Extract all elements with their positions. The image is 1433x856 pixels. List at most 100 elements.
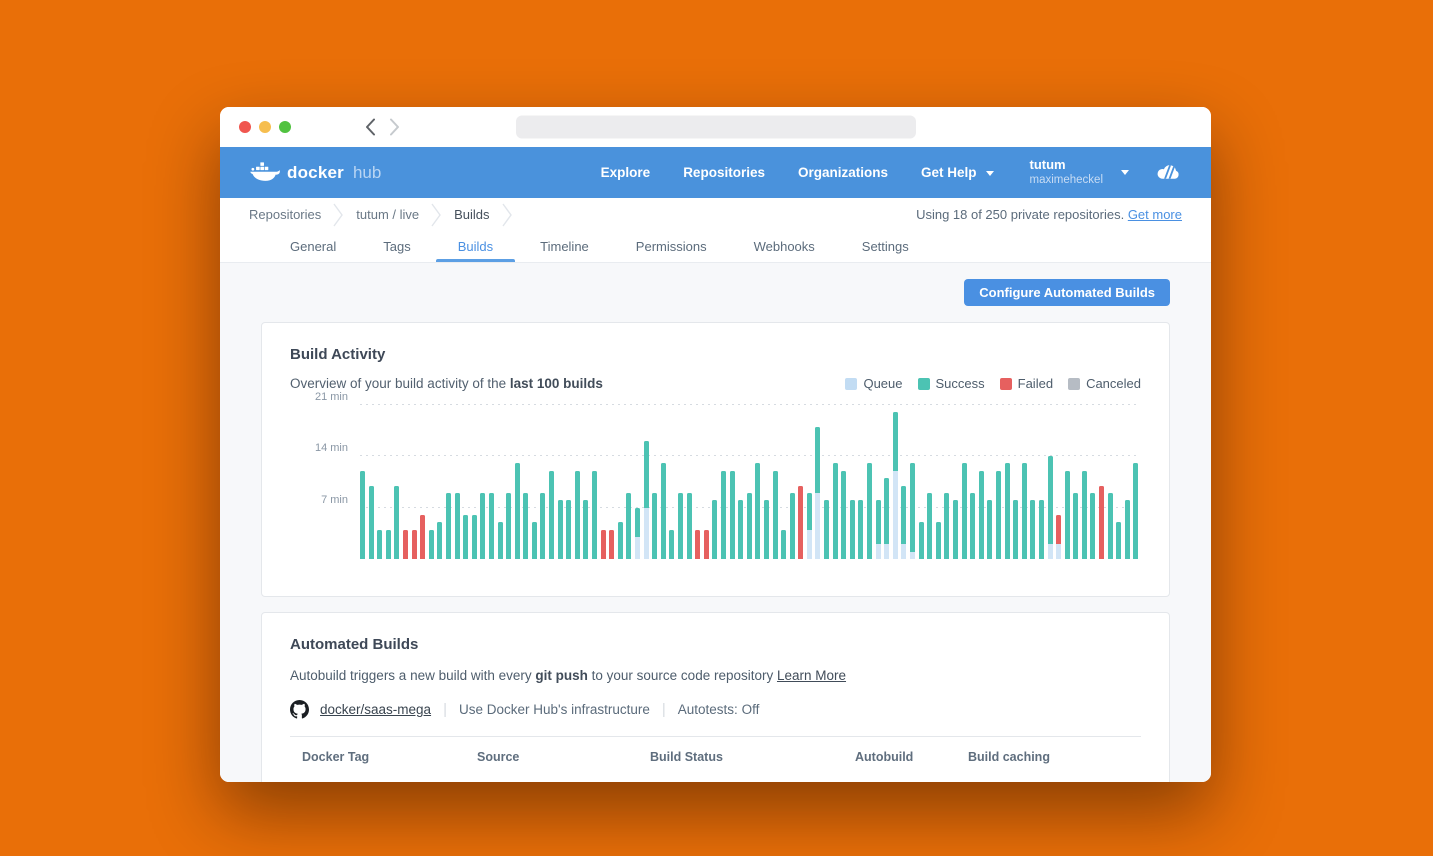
build-bar[interactable] bbox=[961, 463, 967, 559]
build-bar[interactable] bbox=[703, 529, 709, 559]
forward-icon[interactable] bbox=[389, 118, 400, 136]
tab-permissions[interactable]: Permissions bbox=[635, 239, 707, 254]
build-bar[interactable] bbox=[944, 492, 950, 559]
get-help-menu[interactable]: Get Help bbox=[921, 165, 994, 180]
build-bar[interactable] bbox=[1081, 470, 1087, 559]
build-bar[interactable] bbox=[815, 426, 821, 559]
build-bar[interactable] bbox=[789, 492, 795, 559]
build-bar[interactable] bbox=[970, 492, 976, 559]
get-more-link[interactable]: Get more bbox=[1127, 207, 1182, 222]
build-bar[interactable] bbox=[506, 492, 512, 559]
build-bar[interactable] bbox=[480, 492, 486, 559]
build-bar[interactable] bbox=[901, 485, 907, 559]
build-bar[interactable] bbox=[798, 485, 804, 559]
build-bar[interactable] bbox=[1021, 463, 1027, 559]
build-bar[interactable] bbox=[832, 463, 838, 559]
build-bar[interactable] bbox=[617, 522, 623, 559]
build-bar[interactable] bbox=[978, 470, 984, 559]
build-bar[interactable] bbox=[952, 500, 958, 559]
build-bar[interactable] bbox=[652, 492, 658, 559]
navbar-link[interactable]: Explore bbox=[600, 165, 651, 180]
build-bar[interactable] bbox=[377, 529, 383, 559]
build-bar[interactable] bbox=[867, 463, 873, 559]
build-bar[interactable] bbox=[1124, 500, 1130, 559]
build-bar[interactable] bbox=[1004, 463, 1010, 559]
build-bar[interactable] bbox=[471, 514, 477, 559]
back-icon[interactable] bbox=[365, 118, 376, 136]
build-bar[interactable] bbox=[858, 500, 864, 559]
build-bar[interactable] bbox=[514, 463, 520, 559]
build-bar[interactable] bbox=[1030, 500, 1036, 559]
build-bar[interactable] bbox=[566, 500, 572, 559]
breadcrumb-item[interactable]: tutum / live bbox=[356, 207, 420, 222]
build-bar[interactable] bbox=[1133, 463, 1139, 559]
minimize-window-button[interactable] bbox=[259, 121, 271, 133]
build-bar[interactable] bbox=[824, 500, 830, 559]
build-bar[interactable] bbox=[402, 529, 408, 559]
build-bar[interactable] bbox=[755, 463, 761, 559]
build-bar[interactable] bbox=[463, 514, 469, 559]
build-bar[interactable] bbox=[660, 463, 666, 559]
tab-settings[interactable]: Settings bbox=[861, 239, 909, 254]
build-bar[interactable] bbox=[987, 500, 993, 559]
build-bar[interactable] bbox=[1038, 500, 1044, 559]
build-bar[interactable] bbox=[394, 485, 400, 559]
build-bar[interactable] bbox=[600, 529, 606, 559]
build-bar[interactable] bbox=[360, 470, 365, 559]
build-bar[interactable] bbox=[420, 514, 426, 559]
build-bar[interactable] bbox=[695, 529, 701, 559]
build-bar[interactable] bbox=[1013, 500, 1019, 559]
build-bar[interactable] bbox=[720, 470, 726, 559]
build-bar[interactable] bbox=[549, 470, 555, 559]
build-bar[interactable] bbox=[1073, 492, 1079, 559]
learn-more-link[interactable]: Learn More bbox=[776, 668, 847, 683]
build-bar[interactable] bbox=[1116, 522, 1122, 559]
avatar[interactable] bbox=[1155, 159, 1182, 186]
build-bar[interactable] bbox=[1099, 485, 1105, 559]
navbar-link[interactable]: Organizations bbox=[797, 165, 888, 180]
account-menu[interactable]: tutum maximeheckel bbox=[1030, 157, 1129, 188]
tab-tags[interactable]: Tags bbox=[383, 239, 411, 254]
build-bar[interactable] bbox=[592, 470, 598, 559]
close-window-button[interactable] bbox=[239, 121, 251, 133]
build-bar[interactable] bbox=[574, 470, 580, 559]
configure-automated-builds-button[interactable]: Configure Automated Builds bbox=[964, 279, 1170, 306]
build-bar[interactable] bbox=[892, 412, 898, 559]
build-bar[interactable] bbox=[875, 500, 881, 559]
build-bar[interactable] bbox=[488, 492, 494, 559]
tab-general[interactable]: General bbox=[290, 239, 337, 254]
build-bar[interactable] bbox=[1090, 492, 1096, 559]
build-bar[interactable] bbox=[677, 492, 683, 559]
build-bar[interactable] bbox=[454, 492, 460, 559]
build-bar[interactable] bbox=[927, 492, 933, 559]
build-bar[interactable] bbox=[635, 507, 640, 559]
build-bar[interactable] bbox=[445, 492, 451, 559]
build-bar[interactable] bbox=[643, 441, 649, 559]
tab-webhooks[interactable]: Webhooks bbox=[753, 239, 815, 254]
build-bar[interactable] bbox=[437, 522, 443, 559]
build-bar[interactable] bbox=[626, 492, 632, 559]
build-bar[interactable] bbox=[609, 529, 615, 559]
build-bar[interactable] bbox=[772, 470, 778, 559]
build-bar[interactable] bbox=[806, 492, 812, 559]
build-bar[interactable] bbox=[849, 500, 855, 559]
build-bar[interactable] bbox=[428, 529, 434, 559]
breadcrumb-item-current[interactable]: Builds bbox=[454, 207, 490, 222]
build-bar[interactable] bbox=[411, 529, 417, 559]
build-bar[interactable] bbox=[531, 522, 537, 559]
build-bar[interactable] bbox=[385, 529, 391, 559]
build-bar[interactable] bbox=[583, 500, 589, 559]
build-bar[interactable] bbox=[935, 522, 941, 559]
tab-builds[interactable]: Builds bbox=[435, 231, 516, 262]
build-bar[interactable] bbox=[746, 492, 752, 559]
build-bar[interactable] bbox=[497, 522, 503, 559]
navbar-link[interactable]: Repositories bbox=[683, 165, 765, 180]
build-bar[interactable] bbox=[557, 500, 563, 559]
build-bar[interactable] bbox=[910, 463, 915, 559]
address-bar[interactable] bbox=[515, 115, 916, 139]
build-bar[interactable] bbox=[1107, 492, 1113, 559]
build-bar[interactable] bbox=[841, 470, 847, 559]
build-bar[interactable] bbox=[712, 500, 718, 559]
build-bar[interactable] bbox=[1064, 470, 1070, 559]
source-repo-link[interactable]: docker/saas-mega bbox=[320, 702, 432, 717]
